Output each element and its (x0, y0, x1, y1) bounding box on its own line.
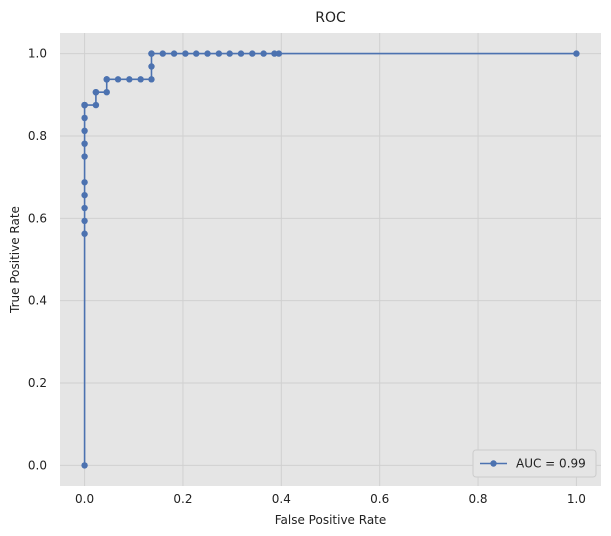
roc-point (103, 76, 110, 83)
roc-point (81, 217, 88, 225)
y-tick-label: 1.0 (28, 47, 47, 61)
roc-point (271, 50, 278, 57)
roc-point (114, 76, 122, 83)
roc-point (275, 50, 283, 57)
series-layer (81, 50, 580, 469)
legend-box (472, 449, 597, 478)
roc-point (81, 204, 88, 212)
plot-background (60, 33, 601, 486)
legend-marker-swatch (490, 460, 497, 467)
roc-point (81, 101, 88, 109)
roc-point (260, 50, 267, 57)
roc-point (193, 50, 200, 57)
legend: AUC = 0.99 (472, 449, 597, 478)
roc-point (148, 50, 155, 57)
roc-point (81, 153, 88, 160)
roc-point (81, 191, 88, 199)
roc-point (92, 88, 100, 96)
x-axis-label: False Positive Rate (275, 513, 387, 527)
roc-point (204, 50, 211, 57)
roc-point (137, 76, 144, 83)
roc-point (226, 50, 233, 57)
y-axis-label: True Positive Rate (8, 206, 22, 314)
x-tick-label: 1.0 (567, 492, 586, 506)
roc-point (81, 462, 88, 469)
chart-title: ROC (315, 10, 346, 26)
roc-point (103, 88, 110, 96)
x-tick-label: 0.2 (173, 492, 192, 506)
x-tick-label: 0.8 (468, 492, 487, 506)
roc-point (182, 50, 189, 57)
x-tick-label: 0.4 (272, 492, 291, 506)
x-tick-label: 0.6 (370, 492, 389, 506)
roc-point (237, 50, 245, 57)
x-tick-label: 0.0 (75, 492, 94, 506)
roc-point (573, 50, 580, 57)
y-tick-label: 0.2 (28, 376, 47, 390)
y-tick-label: 0.0 (28, 458, 47, 472)
roc-point (170, 50, 178, 57)
y-tick-label: 0.6 (28, 211, 47, 225)
roc-point (126, 76, 133, 83)
roc-point (215, 50, 223, 57)
roc-point (249, 50, 256, 57)
roc-point (92, 101, 100, 109)
tick-labels: 0.0 0.2 0.4 0.6 0.8 1.0 0.0 0.2 0.4 0.6 0.8 1.0 (28, 47, 586, 506)
roc-point (159, 50, 166, 57)
y-tick-label: 0.4 (28, 294, 47, 308)
y-tick-label: 0.8 (28, 129, 47, 143)
roc-point (81, 179, 88, 186)
roc-point (81, 114, 88, 122)
roc-curve-line (83, 52, 577, 466)
roc-point (148, 63, 155, 70)
roc-point (148, 76, 155, 83)
roc-point (81, 140, 88, 147)
roc-point (81, 230, 88, 237)
legend-label: AUC = 0.99 (516, 457, 586, 471)
roc-point (81, 127, 88, 135)
